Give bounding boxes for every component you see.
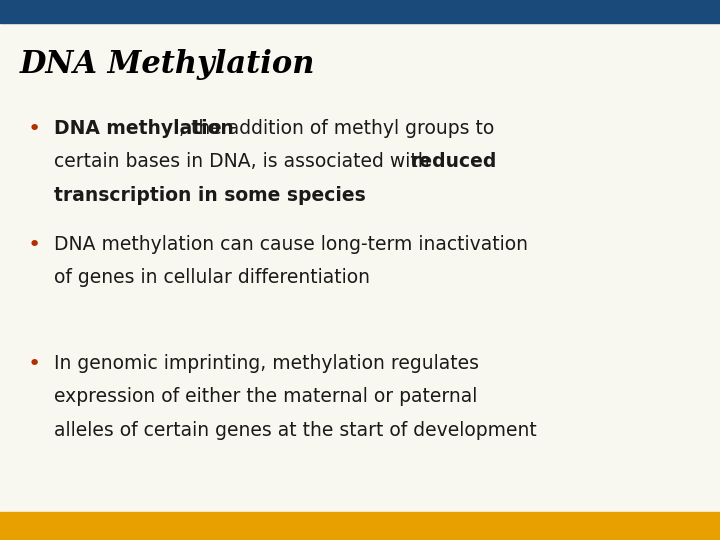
Bar — [0, 512, 720, 540]
Text: •: • — [27, 235, 40, 255]
Text: •: • — [27, 119, 40, 139]
Text: , the addition of methyl groups to: , the addition of methyl groups to — [179, 119, 495, 138]
Text: DNA methylation can cause long-term inactivation: DNA methylation can cause long-term inac… — [54, 235, 528, 254]
Text: •: • — [27, 354, 40, 374]
Text: alleles of certain genes at the start of development: alleles of certain genes at the start of… — [54, 421, 536, 440]
Text: DNA Methylation: DNA Methylation — [20, 49, 315, 79]
Text: reduced: reduced — [410, 152, 497, 171]
Text: In genomic imprinting, methylation regulates: In genomic imprinting, methylation regul… — [54, 354, 479, 373]
Text: © 2011 Pearson Education, Inc.: © 2011 Pearson Education, Inc. — [20, 521, 197, 531]
Text: DNA methylation: DNA methylation — [54, 119, 234, 138]
Text: of genes in cellular differentiation: of genes in cellular differentiation — [54, 268, 370, 287]
Text: transcription in some species: transcription in some species — [54, 186, 366, 205]
Bar — [0, 0, 720, 23]
Text: expression of either the maternal or paternal: expression of either the maternal or pat… — [54, 387, 477, 406]
Text: certain bases in DNA, is associated with: certain bases in DNA, is associated with — [54, 152, 436, 171]
